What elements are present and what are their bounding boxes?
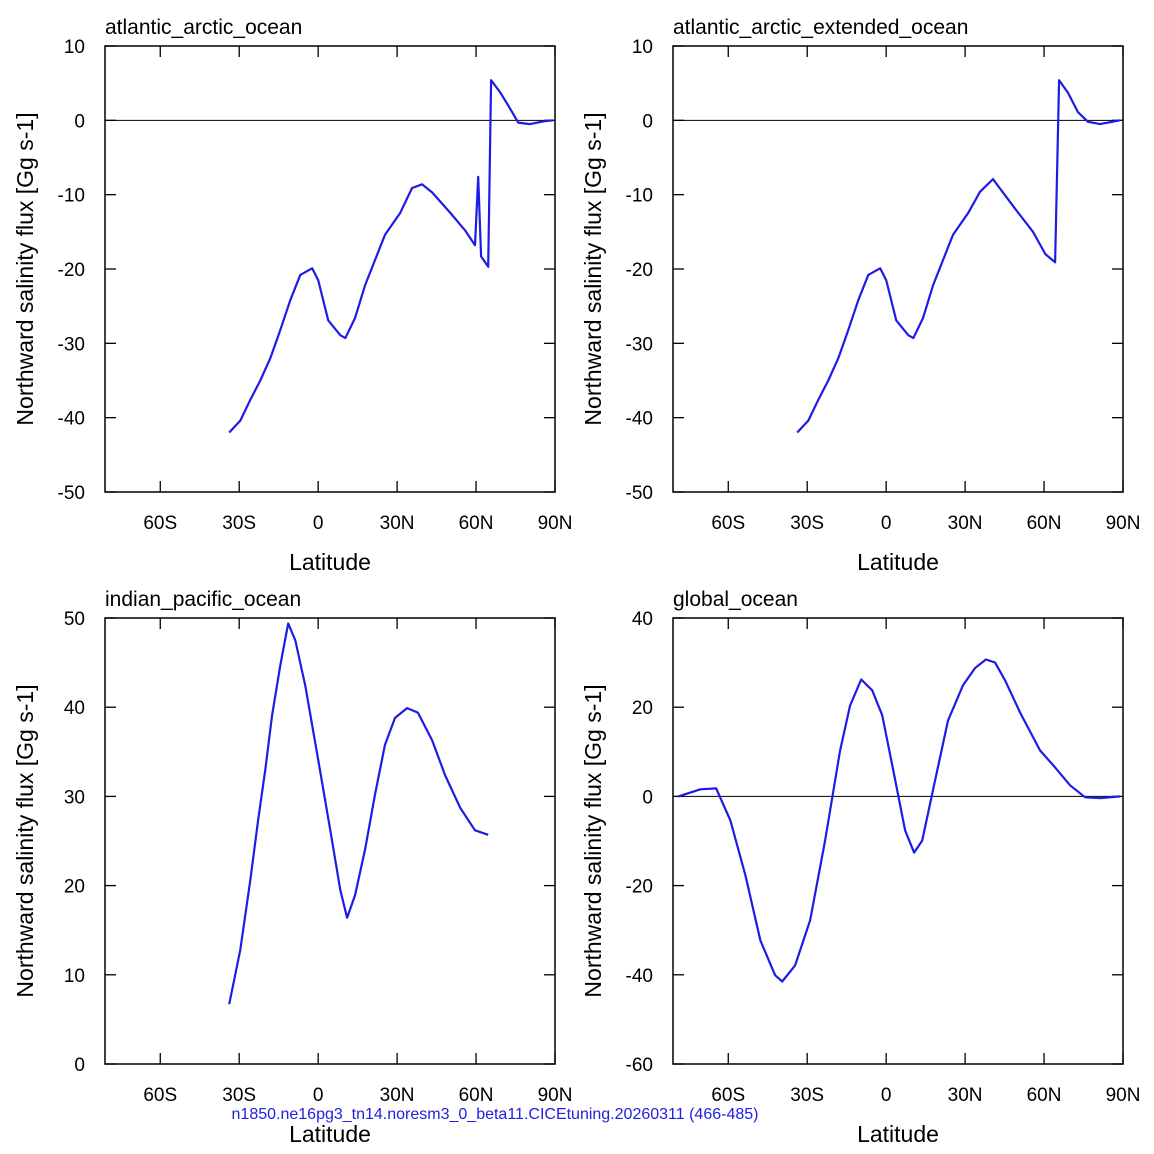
y-tick-label: -40 bbox=[626, 409, 653, 430]
y-tick-label: 30 bbox=[64, 787, 85, 808]
x-tick-label: 60S bbox=[143, 513, 177, 534]
y-tick-label: 10 bbox=[632, 37, 653, 58]
x-tick-label: 0 bbox=[881, 513, 892, 534]
y-tick-label: 0 bbox=[74, 111, 85, 132]
x-axis-label: Latitude bbox=[289, 1121, 371, 1147]
x-tick-label: 30N bbox=[380, 513, 415, 534]
y-tick-label: 50 bbox=[64, 609, 85, 630]
y-tick-label: -50 bbox=[58, 483, 85, 504]
y-tick-label: -10 bbox=[626, 186, 653, 207]
x-tick-label: 90N bbox=[538, 513, 573, 534]
y-tick-label: 10 bbox=[64, 37, 85, 58]
x-tick-label: 90N bbox=[538, 1085, 573, 1106]
x-tick-label: 0 bbox=[881, 1085, 892, 1106]
y-axis-label: Northward salinity flux [Gg s-1] bbox=[12, 684, 38, 997]
plot-frame bbox=[672, 45, 1124, 493]
x-tick-label: 30N bbox=[380, 1085, 415, 1106]
footer: n1850.ne16pg3_tn14.noresm3_0_beta11.CICE… bbox=[232, 1106, 759, 1123]
y-axis-label: Northward salinity flux [Gg s-1] bbox=[12, 112, 38, 425]
y-tick-label: -60 bbox=[626, 1055, 653, 1076]
x-tick-label: 30N bbox=[948, 1085, 983, 1106]
panel-title: atlantic_arctic_ocean bbox=[105, 16, 302, 39]
y-tick-label: 0 bbox=[74, 1055, 85, 1076]
y-axis-label: Northward salinity flux [Gg s-1] bbox=[580, 112, 606, 425]
x-tick-label: 60N bbox=[459, 513, 494, 534]
x-tick-label: 60N bbox=[1027, 513, 1062, 534]
data-line bbox=[677, 658, 1121, 983]
panel-title: indian_pacific_ocean bbox=[105, 588, 301, 611]
plot-frame bbox=[104, 617, 556, 1065]
x-tick-label: 0 bbox=[313, 513, 324, 534]
x-tick-label: 90N bbox=[1106, 513, 1141, 534]
plot-frame bbox=[104, 45, 556, 493]
x-tick-label: 0 bbox=[313, 1085, 324, 1106]
y-tick-label: -30 bbox=[626, 334, 653, 355]
y-tick-label: 20 bbox=[632, 698, 653, 719]
x-tick-label: 30S bbox=[222, 1085, 256, 1106]
x-axis-label: Latitude bbox=[857, 549, 939, 575]
x-tick-label: 60S bbox=[143, 1085, 177, 1106]
y-tick-label: 20 bbox=[64, 877, 85, 898]
plot-frame bbox=[672, 617, 1124, 1065]
x-axis-label: Latitude bbox=[289, 549, 371, 575]
y-tick-label: 10 bbox=[64, 966, 85, 987]
x-axis-label: Latitude bbox=[857, 1121, 939, 1147]
panel-title: atlantic_arctic_extended_ocean bbox=[673, 16, 968, 39]
data-line bbox=[228, 622, 489, 1005]
y-tick-label: -10 bbox=[58, 186, 85, 207]
y-tick-label: -20 bbox=[58, 260, 85, 281]
x-tick-label: 60S bbox=[711, 1085, 745, 1106]
y-tick-label: 0 bbox=[642, 111, 653, 132]
x-tick-label: 60S bbox=[711, 513, 745, 534]
y-tick-label: -40 bbox=[626, 966, 653, 987]
y-tick-label: 40 bbox=[632, 609, 653, 630]
x-tick-label: 30N bbox=[948, 513, 983, 534]
y-tick-label: -50 bbox=[626, 483, 653, 504]
x-tick-label: 30S bbox=[790, 513, 824, 534]
data-line bbox=[796, 79, 1121, 434]
panel-title: global_ocean bbox=[673, 588, 798, 611]
y-tick-label: -20 bbox=[626, 260, 653, 281]
x-tick-label: 90N bbox=[1106, 1085, 1141, 1106]
x-tick-label: 60N bbox=[1027, 1085, 1062, 1106]
y-tick-label: 40 bbox=[64, 698, 85, 719]
y-tick-label: -20 bbox=[626, 877, 653, 898]
x-tick-label: 60N bbox=[459, 1085, 494, 1106]
data-line bbox=[228, 79, 554, 434]
x-tick-label: 30S bbox=[790, 1085, 824, 1106]
x-tick-label: 30S bbox=[222, 513, 256, 534]
y-tick-label: 0 bbox=[642, 787, 653, 808]
y-tick-label: -30 bbox=[58, 334, 85, 355]
y-tick-label: -40 bbox=[58, 409, 85, 430]
y-axis-label: Northward salinity flux [Gg s-1] bbox=[580, 684, 606, 997]
